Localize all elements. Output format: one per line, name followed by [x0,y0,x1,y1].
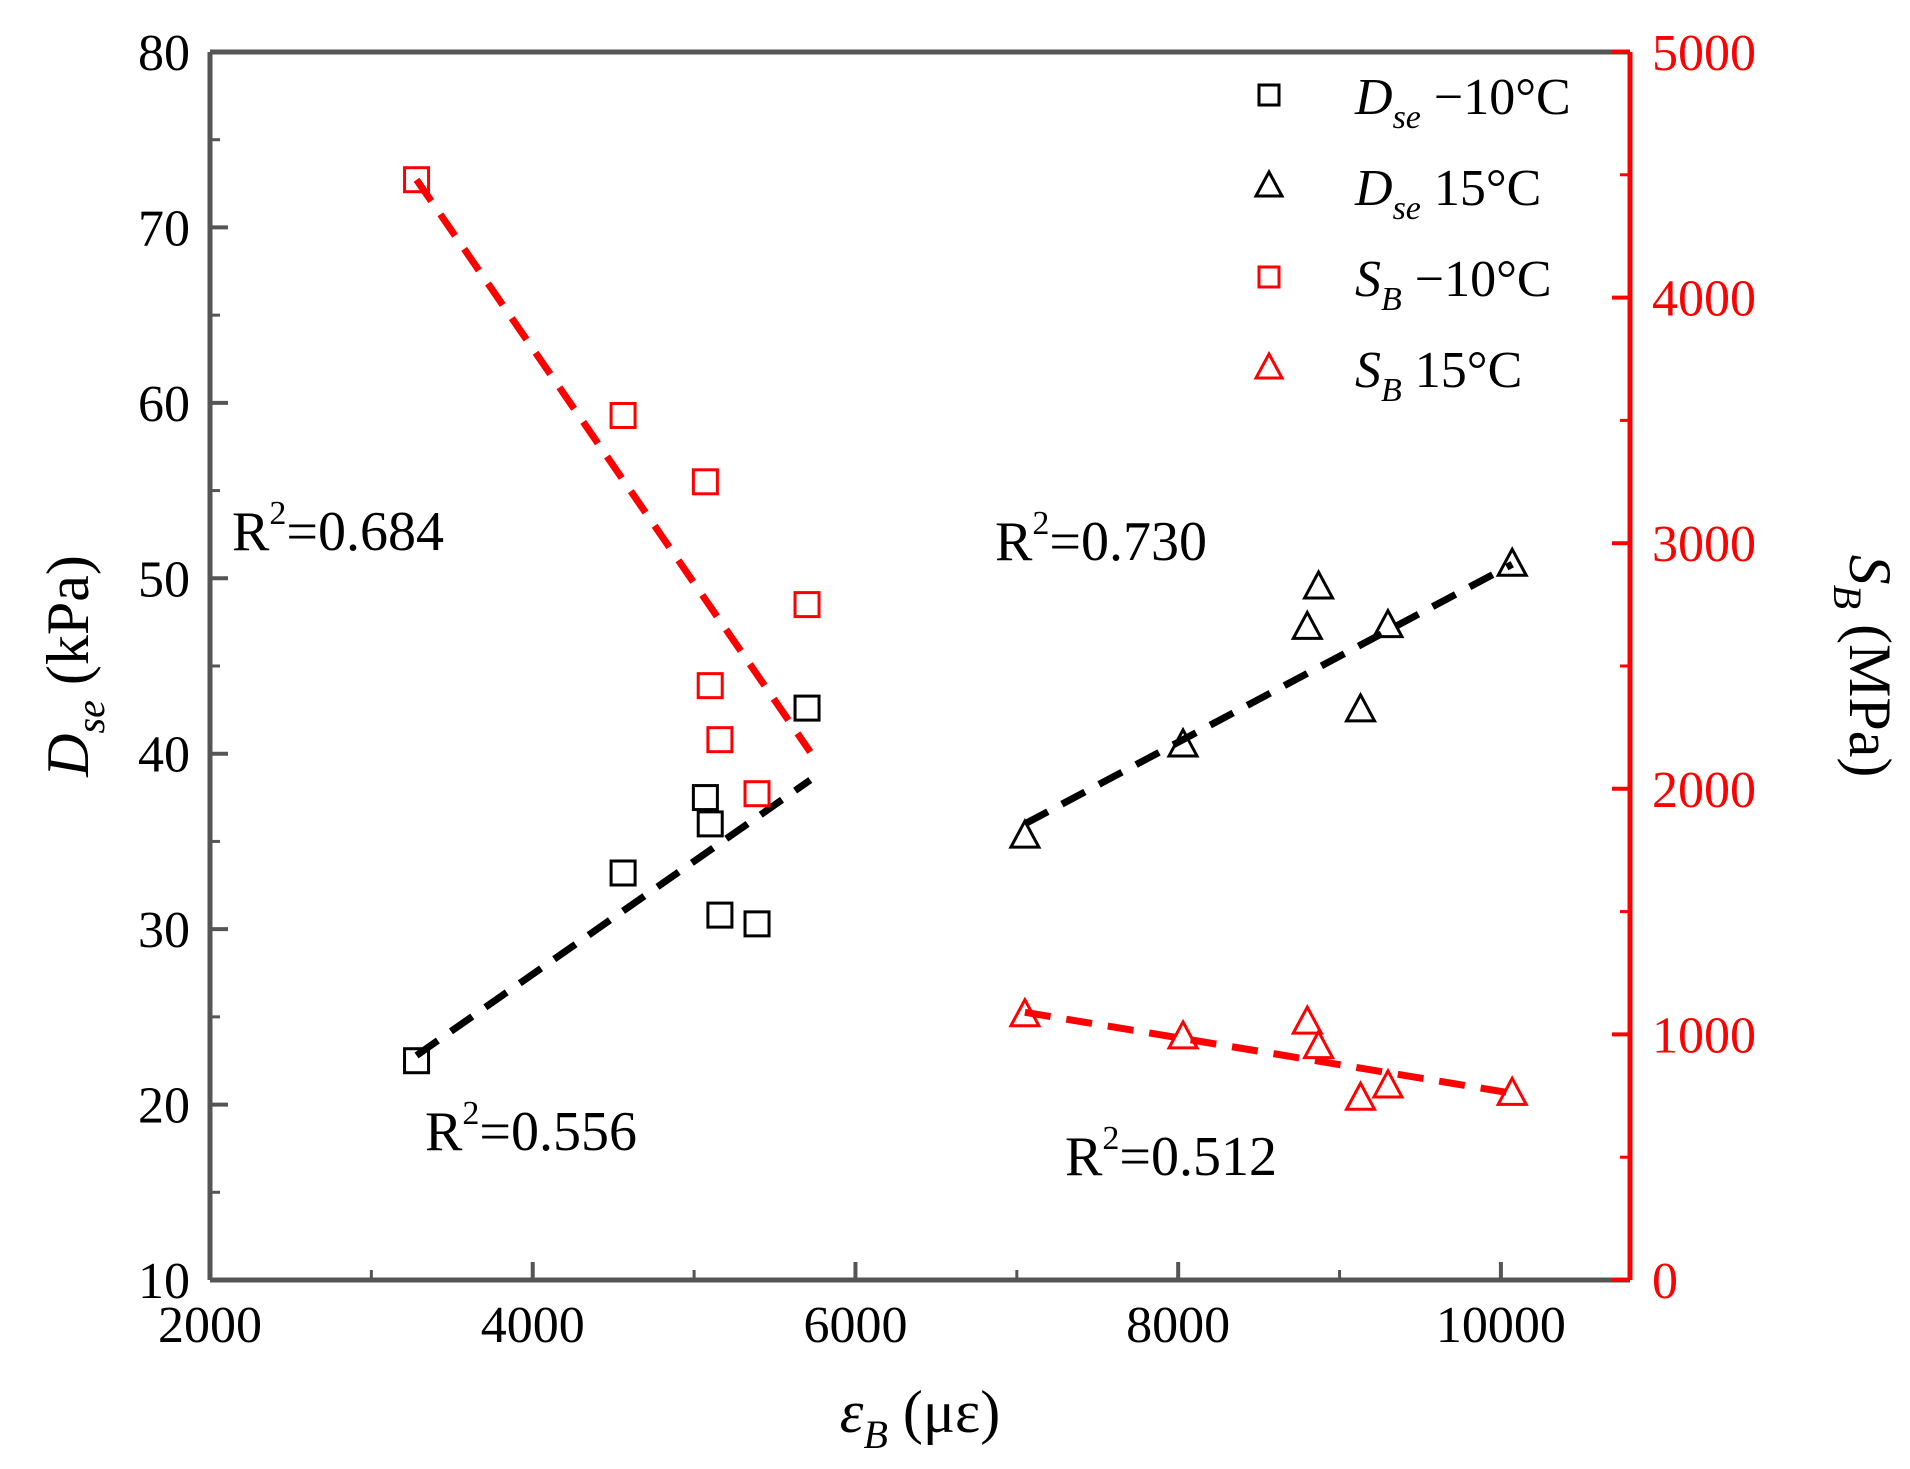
square-marker [793,694,821,722]
square-marker [609,401,637,429]
x-tick-label: 2000 [158,1297,262,1354]
left-y-tick-label: 50 [138,551,190,608]
triangle-marker [1371,607,1405,639]
right-y-axis-title: SB (MPa) [1825,555,1903,778]
x-axis-title: εB (με) [840,1379,1000,1457]
right-y-tick-label: 4000 [1652,271,1756,328]
square-marker [696,810,724,838]
legend-marker-dse-15 [1253,168,1285,198]
fit-lines [413,177,1514,1097]
legend-label-dse-15: Dse 15°C [1354,160,1541,227]
left-y-tick-label: 40 [138,727,190,784]
left-y-tick-label: 70 [138,200,190,257]
triangle-marker [1290,1003,1324,1035]
r2-annotation-dse-15: R2=0.730 [995,505,1207,573]
data-markers [403,166,1529,1111]
triangle-marker [1302,1028,1336,1060]
x-tick-label: 6000 [803,1297,907,1354]
legend-label-dse-minus10: Dse −10°C [1354,69,1571,136]
legend-label-sb-minus10: SB −10°C [1355,251,1552,318]
r2-annotation-dse-minus10: R2=0.556 [425,1095,637,1163]
fit-line [414,777,813,1059]
triangle-marker [1008,818,1042,849]
square-marker [403,1047,431,1075]
left-y-axis-ticks: 10 20 30 40 50 60 70 80 [138,25,228,1310]
square-marker [691,784,719,812]
square-marker [706,726,734,754]
triangle-marker [1495,1075,1529,1106]
fit-line [413,177,814,754]
r2-annotation-sb-15: R2=0.512 [1065,1120,1277,1188]
x-axis-ticks: 2000 4000 6000 8000 10000 [158,1262,1566,1354]
triangle-marker [1344,1080,1378,1111]
triangle-marker [1344,691,1378,723]
fit-line [1023,561,1514,827]
triangle-marker [1302,568,1336,600]
square-marker [696,672,724,700]
triangle-marker [1495,546,1529,577]
left-y-tick-label: 20 [138,1078,190,1135]
right-y-tick-label: 2000 [1652,762,1756,819]
legend: Dse −10°C Dse 15°C SB −10°C SB 15°C [1253,69,1571,409]
triangle-marker [1371,1067,1405,1099]
right-y-axis-ticks: 0 1000 2000 3000 4000 5000 [1612,25,1756,1310]
square-marker [609,859,637,887]
r2-annotation-sb-minus10: R2=0.684 [232,495,444,563]
legend-marker-sb-15 [1253,350,1285,380]
left-y-tick-label: 30 [138,902,190,959]
x-tick-label: 8000 [1126,1297,1230,1354]
square-marker [706,901,734,929]
triangle-marker [1166,1018,1200,1050]
right-y-tick-label: 1000 [1652,1007,1756,1064]
fit-line [1024,1008,1513,1097]
square-marker [403,166,431,194]
right-y-tick-label: 5000 [1652,25,1756,82]
square-marker [793,591,821,619]
left-y-axis-title: Dse (kPa) [35,555,113,778]
square-marker [743,910,771,938]
right-y-tick-label: 3000 [1652,516,1756,573]
square-marker [743,780,771,808]
right-y-tick-label: 0 [1652,1253,1678,1310]
x-tick-label: 4000 [481,1297,585,1354]
legend-label-sb-15: SB 15°C [1355,342,1522,409]
triangle-marker [1166,726,1200,758]
square-marker [691,468,719,496]
left-y-tick-label: 60 [138,376,190,433]
x-tick-label: 10000 [1436,1297,1566,1354]
triangle-marker [1008,996,1042,1028]
legend-marker-sb-minus10 [1257,265,1281,289]
legend-marker-dse-minus10 [1257,83,1281,107]
left-y-tick-label: 80 [138,25,190,82]
plot-frame [207,49,1633,1283]
triangle-marker [1290,609,1324,640]
left-y-tick-label: 10 [138,1253,190,1310]
